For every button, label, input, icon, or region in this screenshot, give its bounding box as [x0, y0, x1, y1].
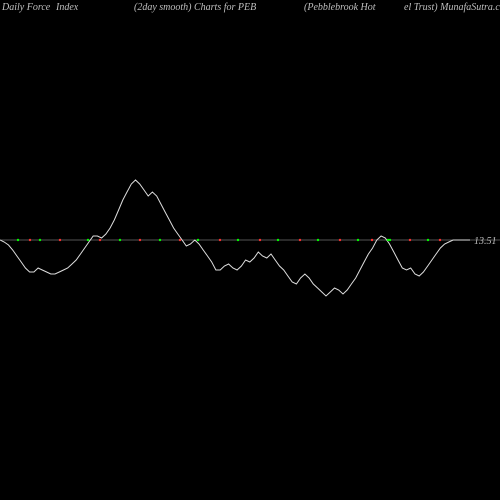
chart-title-segment: (Pebblebrook Hot [304, 2, 376, 13]
chart-title-segment: (2day smooth) Charts for PEB [134, 2, 256, 13]
chart-title-segment: Index [56, 2, 78, 13]
chart-title-segment: Daily Force [2, 2, 50, 13]
chart-title-bar: Daily Force Index (2day smooth) Charts for… [0, 0, 500, 20]
current-value-label: 13.51 [474, 236, 497, 247]
chart-plot-area [0, 0, 500, 500]
force-index-chart: Daily Force Index (2day smooth) Charts for… [0, 0, 500, 500]
chart-title-segment: el Trust) MunafaSutra.com [404, 2, 500, 13]
